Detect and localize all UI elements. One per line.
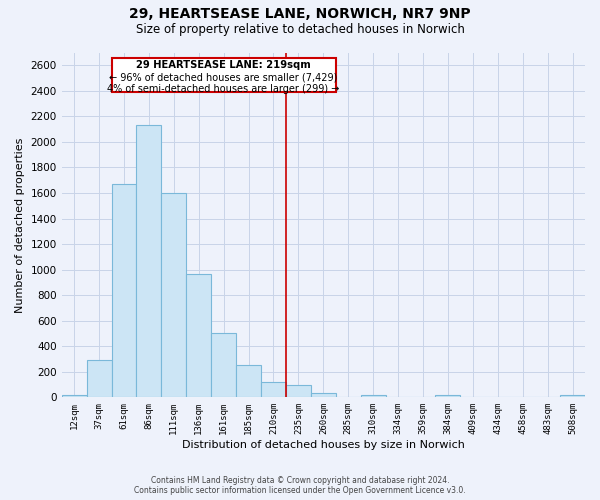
FancyBboxPatch shape	[112, 58, 336, 92]
Bar	[436, 396, 460, 398]
Bar	[136, 126, 161, 398]
Bar	[86, 360, 112, 398]
Bar	[261, 382, 286, 398]
Bar	[311, 393, 336, 398]
X-axis label: Distribution of detached houses by size in Norwich: Distribution of detached houses by size …	[182, 440, 465, 450]
Bar	[286, 385, 311, 398]
Text: 29 HEARTSEASE LANE: 219sqm: 29 HEARTSEASE LANE: 219sqm	[136, 60, 311, 70]
Bar	[62, 396, 86, 398]
Bar	[236, 366, 261, 398]
Y-axis label: Number of detached properties: Number of detached properties	[15, 137, 25, 312]
Bar	[361, 395, 386, 398]
Text: Contains HM Land Registry data © Crown copyright and database right 2024.
Contai: Contains HM Land Registry data © Crown c…	[134, 476, 466, 495]
Bar	[560, 396, 585, 398]
Text: 29, HEARTSEASE LANE, NORWICH, NR7 9NP: 29, HEARTSEASE LANE, NORWICH, NR7 9NP	[129, 8, 471, 22]
Bar	[112, 184, 136, 398]
Bar	[211, 333, 236, 398]
Text: 4% of semi-detached houses are larger (299) →: 4% of semi-detached houses are larger (2…	[107, 84, 340, 94]
Text: ← 96% of detached houses are smaller (7,429): ← 96% of detached houses are smaller (7,…	[109, 72, 338, 83]
Text: Size of property relative to detached houses in Norwich: Size of property relative to detached ho…	[136, 22, 464, 36]
Bar	[186, 274, 211, 398]
Bar	[161, 193, 186, 398]
